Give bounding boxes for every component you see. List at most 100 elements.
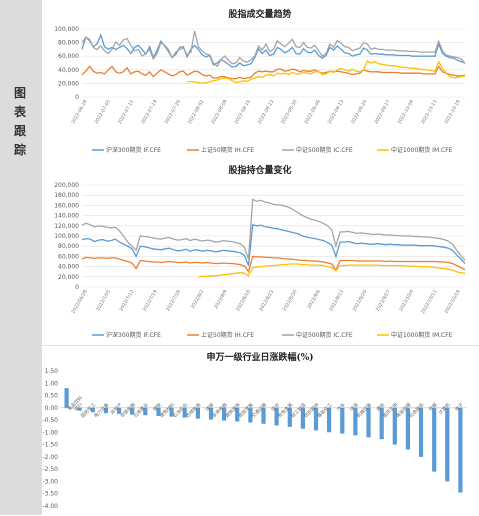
series-line-ic xyxy=(81,30,466,68)
legend-label: 上证50期货 IH.CFE xyxy=(201,146,254,154)
x-tick-label: 2022-08-16 xyxy=(233,99,252,125)
category-label: 传媒 xyxy=(427,401,439,413)
x-tick-label: 2022/10/4 xyxy=(398,289,415,312)
bar xyxy=(300,407,305,429)
series-line-ih xyxy=(81,65,466,80)
x-tick-label: 2022/9/6 xyxy=(306,289,322,310)
series-line-im xyxy=(186,60,466,85)
x-tick-label: 2022-10-18 xyxy=(443,99,462,125)
bar xyxy=(195,407,200,419)
bar xyxy=(458,407,463,493)
bar xyxy=(143,407,148,416)
open-interest-chart-panel: 股指持仓量变化 200,000 180,000 160,000 140,000 120,0… xyxy=(42,160,479,345)
x-tick-label: 2022/7/12 xyxy=(118,289,135,312)
legend-label: 中证500期货 IC.CFE xyxy=(296,146,353,154)
x-tick-label: 2022/8/9 xyxy=(213,289,229,310)
x-tick-label: 2022/9/13 xyxy=(328,289,345,312)
category-label: 综合 xyxy=(270,401,282,413)
y-tick-label: 1.00 xyxy=(45,380,59,387)
legend-label: 沪深300期货 IF.CFE xyxy=(106,146,161,154)
x-tick-label: 2022-09-27 xyxy=(373,99,392,125)
y-tick-label: 100,000 xyxy=(54,233,79,240)
x-tick-label: 2022-06-28 xyxy=(70,99,89,125)
y-tick-label: -2.00 xyxy=(42,454,58,461)
sidebar-label: 图 表 跟 踪 xyxy=(9,84,31,160)
y-tick-label: -1.50 xyxy=(42,442,58,449)
series-line-if xyxy=(81,223,466,266)
legend-label: 中证500期货 IC.CFE xyxy=(296,331,353,339)
y-tick-label: 200,000 xyxy=(54,182,79,189)
y-tick-label: 20,000 xyxy=(58,80,79,87)
x-tick-label: 2022/8/2 xyxy=(190,289,206,310)
category-label: 汽车 xyxy=(335,401,347,413)
y-tick-label: -3.00 xyxy=(42,478,58,485)
y-tick-label: -2.50 xyxy=(42,466,58,473)
bar xyxy=(287,407,292,427)
chart-title: 股指成交量趋势 xyxy=(228,8,291,20)
x-tick-label: 2022/9/27 xyxy=(375,289,392,312)
y-tick-label: 80,000 xyxy=(58,40,79,47)
series-line-ih xyxy=(81,255,466,274)
bar xyxy=(182,407,187,418)
x-tick-label: 2022/8/16 xyxy=(235,289,252,312)
x-tick-label: 2022/9/20 xyxy=(352,289,369,312)
chart-title: 股指持仓量变化 xyxy=(228,164,291,176)
category-label: 煤炭 xyxy=(204,401,216,413)
bar xyxy=(208,407,214,420)
bar xyxy=(117,407,122,414)
y-tick-label: -1.00 xyxy=(42,429,58,436)
bar xyxy=(392,407,397,445)
category-label: 环保 xyxy=(348,401,360,413)
bar xyxy=(274,407,279,426)
x-tick-label: 2022/7/05 xyxy=(95,289,112,312)
x-tick-label: 2022-10-11 xyxy=(420,99,439,125)
y-tick-label: 0 xyxy=(75,284,79,291)
y-tick-label: 160,000 xyxy=(54,202,79,209)
y-tick-label: 180,000 xyxy=(54,192,79,199)
category-label: 银行 xyxy=(73,401,85,413)
y-tick-label: 0 xyxy=(75,94,79,101)
bar xyxy=(366,407,371,438)
y-tick-label: 1.50 xyxy=(45,368,59,375)
legend-label: 中证1000期货 IM.CFE xyxy=(391,146,453,154)
category-label: 电子 xyxy=(453,401,465,413)
bar xyxy=(432,407,437,472)
bar xyxy=(353,407,358,436)
x-tick-label: 2022-08-02 xyxy=(187,99,206,125)
x-tick-label: 2022/10/18 xyxy=(443,289,461,315)
y-tick-label: 80,000 xyxy=(58,243,79,250)
volume-line-chart: 股指成交量趋势100,00080,00060,00040,00020,00002… xyxy=(54,8,466,154)
y-tick-label: 40,000 xyxy=(58,264,79,271)
sidebar: 图 表 跟 踪 xyxy=(0,0,42,515)
category-label: 计算机 xyxy=(437,401,452,416)
sidebar-char: 踪 xyxy=(13,143,26,157)
bar xyxy=(445,407,450,482)
category-label: 钢铁 xyxy=(151,401,163,413)
x-tick-label: 2022/10/11 xyxy=(420,289,438,315)
series-line-ic xyxy=(81,198,466,261)
x-tick-label: 2022-09-13 xyxy=(327,99,346,125)
legend-label: 上证50期货 IH.CFE xyxy=(201,331,254,339)
x-tick-label: 2022-07-12 xyxy=(117,99,136,125)
bar xyxy=(64,388,69,408)
bar xyxy=(327,407,332,433)
industry-change-chart-panel: 申万一级行业日涨跌幅(%) 1.50 1.00 0.50 0.00 -0.50 -1.00 -… xyxy=(42,345,479,516)
series-line-im xyxy=(198,263,466,278)
y-tick-label: 20,000 xyxy=(58,274,79,281)
bar xyxy=(90,407,95,413)
category-label: 通信 xyxy=(375,401,387,413)
bar xyxy=(77,407,82,411)
x-tick-label: 2022/7/26 xyxy=(165,289,182,312)
y-tick-label: 120,000 xyxy=(54,223,79,230)
y-tick-label: -0.50 xyxy=(42,417,58,424)
bar xyxy=(379,407,384,440)
y-tick-label: 60,000 xyxy=(58,53,79,60)
y-tick-label: 0.00 xyxy=(45,405,59,412)
x-tick-label: 2022-08-23 xyxy=(257,99,276,125)
x-tick-label: 2022/7/19 xyxy=(142,289,159,312)
x-tick-label: 2022-07-26 xyxy=(163,99,182,125)
x-tick-label: 2022-07-05 xyxy=(93,99,112,125)
bar xyxy=(169,407,174,417)
open-interest-line-chart: 股指持仓量变化 200,000 180,000 160,000 140,000 120,0… xyxy=(54,164,466,339)
bar xyxy=(248,407,253,423)
